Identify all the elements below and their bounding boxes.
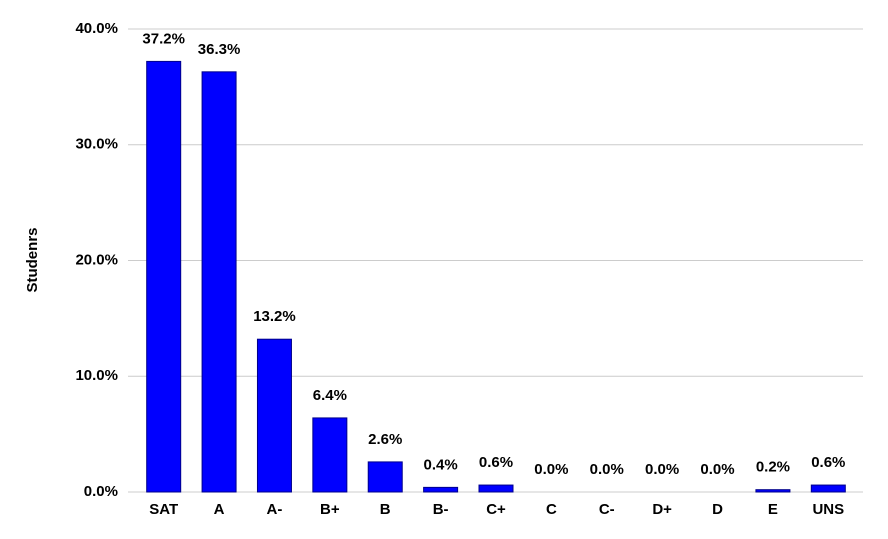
value-label: 36.3% xyxy=(198,41,241,58)
value-label: 37.2% xyxy=(142,30,185,47)
x-tick-label: C+ xyxy=(486,501,506,518)
value-label: 0.6% xyxy=(479,454,513,471)
y-tick-label: 20.0% xyxy=(75,251,118,268)
x-tick-label: B- xyxy=(433,501,449,518)
value-label: 0.4% xyxy=(424,456,458,473)
y-tick-label: 30.0% xyxy=(75,136,118,153)
y-axis-label: Studenrs xyxy=(24,227,41,292)
x-tick-label: B+ xyxy=(320,501,340,518)
x-tick-label: A xyxy=(214,501,225,518)
x-tick-label: B xyxy=(380,501,391,518)
bar xyxy=(755,489,791,493)
bar xyxy=(810,484,846,493)
x-tick-label: UNS xyxy=(812,501,844,518)
value-label: 0.0% xyxy=(700,461,734,478)
value-label: 0.0% xyxy=(534,461,568,478)
x-tick-label: C xyxy=(546,501,557,518)
bar xyxy=(423,486,459,493)
value-label: 0.2% xyxy=(756,459,790,476)
bar xyxy=(312,417,348,493)
x-tick-label: A- xyxy=(267,501,283,518)
bar xyxy=(146,60,182,493)
x-tick-label: E xyxy=(768,501,778,518)
bar xyxy=(201,71,237,493)
bar xyxy=(478,484,514,493)
x-tick-label: SAT xyxy=(149,501,178,518)
value-label: 0.0% xyxy=(645,461,679,478)
bar xyxy=(367,461,403,493)
y-tick-label: 0.0% xyxy=(84,483,118,500)
x-tick-label: D xyxy=(712,501,723,518)
value-label: 13.2% xyxy=(253,308,296,325)
value-label: 0.0% xyxy=(590,461,624,478)
bar xyxy=(256,338,292,493)
value-label: 0.6% xyxy=(811,454,845,471)
value-label: 2.6% xyxy=(368,431,402,448)
x-tick-label: C- xyxy=(599,501,615,518)
x-tick-label: D+ xyxy=(652,501,672,518)
y-tick-label: 10.0% xyxy=(75,367,118,384)
value-label: 6.4% xyxy=(313,387,347,404)
y-tick-label: 40.0% xyxy=(75,20,118,37)
